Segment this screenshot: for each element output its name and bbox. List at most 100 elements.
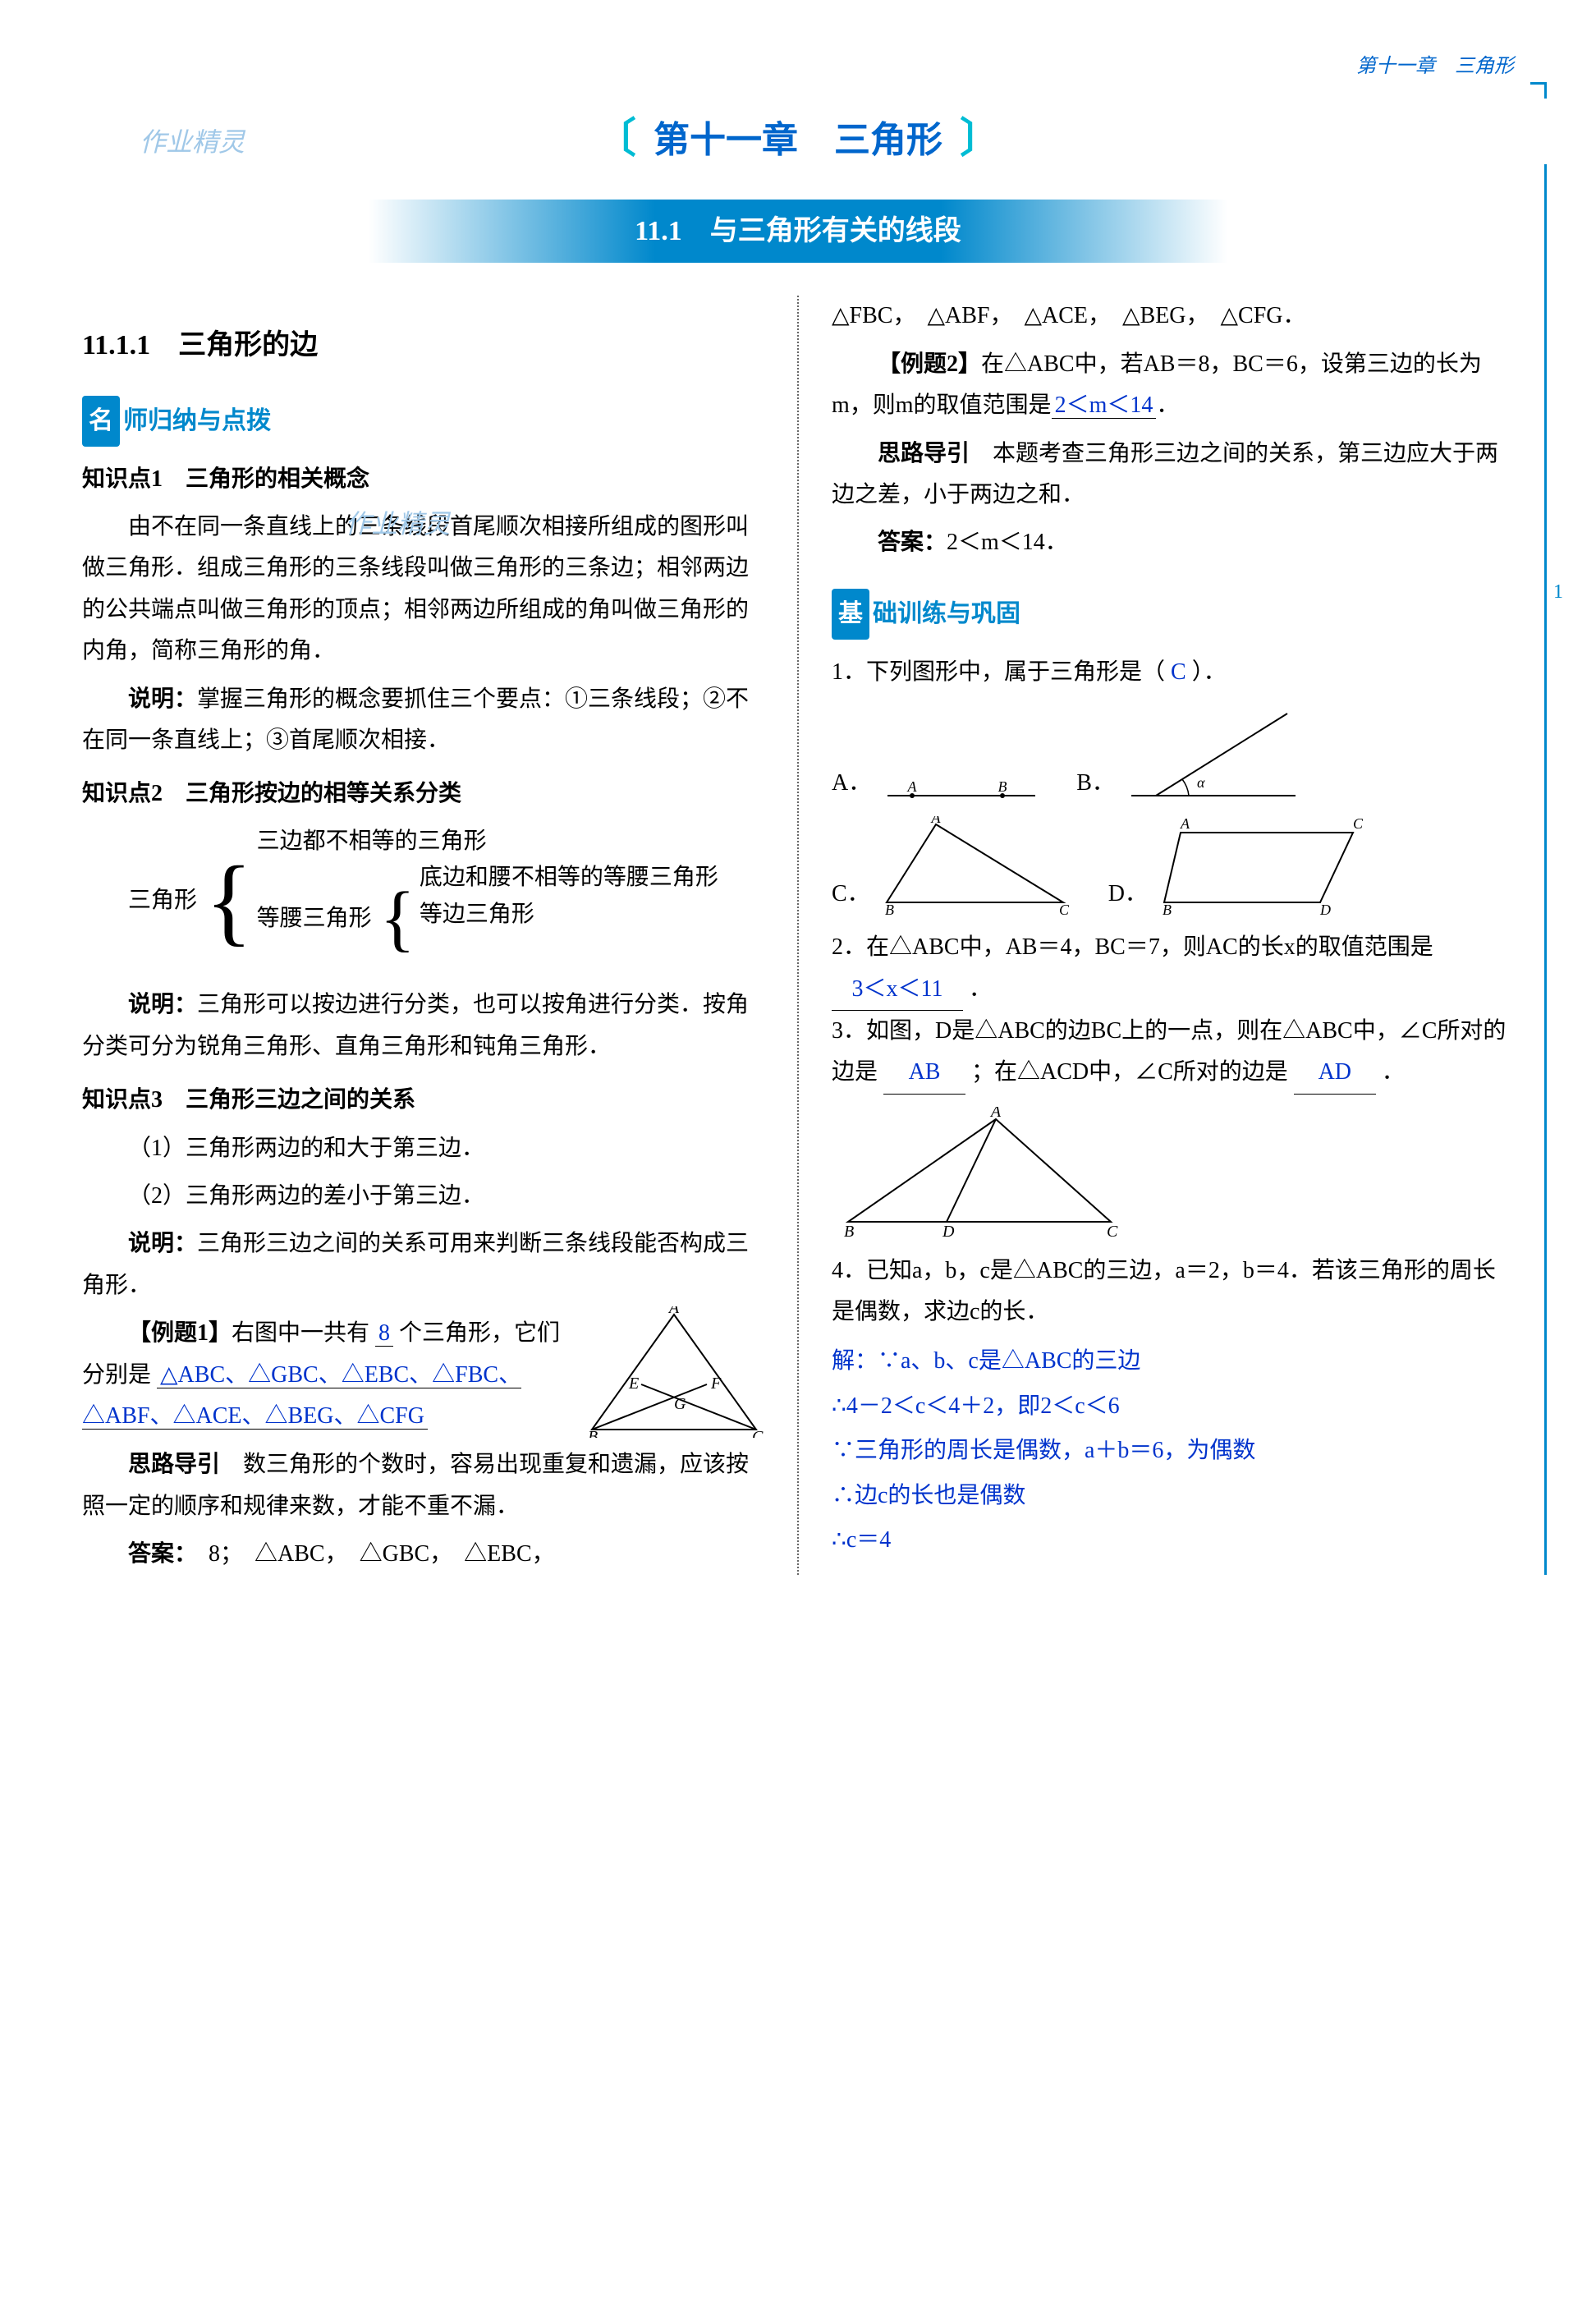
- label-box-ming: 名: [82, 396, 120, 447]
- q4-sol2: ∴4－2＜c＜4＋2，即2＜c＜6: [832, 1386, 1514, 1427]
- option-d-figure: A C B D: [1156, 816, 1369, 915]
- classify-2b: 等边三角形: [420, 897, 718, 934]
- page-number: 1: [1553, 575, 1563, 610]
- q4-sol3: ∵三角形的周长是偶数，a＋b＝6，为偶数: [832, 1430, 1514, 1471]
- ex1-text1: 右图中一共有: [232, 1320, 369, 1346]
- question1: 1．下列图形中，属于三角形是（ C ）．: [832, 652, 1514, 693]
- option-c-figure: A B C: [878, 816, 1075, 915]
- q2-end: ．: [969, 976, 992, 1002]
- q1-answer: C: [1171, 659, 1186, 685]
- svg-text:A: A: [907, 778, 918, 795]
- q3-figure: A B C D: [832, 1107, 1514, 1238]
- svg-text:A: A: [930, 816, 941, 826]
- svg-text:D: D: [1319, 902, 1331, 915]
- svg-text:A: A: [667, 1306, 680, 1317]
- question3: 3．如图，D是△ABC的边BC上的一点，则在△ABC中，∠C所对的边是 AB ；…: [832, 1011, 1514, 1095]
- guide-label-2: 基础训练与巩固: [832, 589, 1514, 640]
- svg-text:E: E: [628, 1375, 639, 1393]
- ex2-ans-text: 2＜m＜14．: [947, 530, 1068, 555]
- kp3-note-label: 说明：: [128, 1231, 197, 1256]
- question2: 2．在△ABC中，AB＝4，BC＝7，则AC的长x的取值范围是 3＜x＜11 ．: [832, 927, 1514, 1011]
- q4-sol4: ∴边c的长也是偶数: [832, 1476, 1514, 1517]
- q1-opt-c: C．: [832, 874, 870, 915]
- kp2-note-label: 说明：: [128, 992, 197, 1017]
- kp3-item2: （2）三角形两边的差小于第三边．: [82, 1176, 764, 1217]
- q3-mid: ；在△ACD中，∠C所对的边是: [971, 1059, 1288, 1085]
- svg-text:C: C: [752, 1428, 764, 1438]
- question4: 4．已知a，b，c是△ABC的三边，a＝2，b＝4．若该三角形的周长是偶数，求边…: [832, 1251, 1514, 1333]
- option-a-figure: A B: [879, 755, 1043, 804]
- q1-end: ）．: [1192, 659, 1227, 685]
- kp3-item1: （1）三角形两边的和大于第三边．: [82, 1128, 764, 1169]
- q1-options-row1: A． A B B． α: [832, 705, 1514, 804]
- label-text-1: 师归纳与点拨: [123, 407, 271, 434]
- ex1-figure: A B C E F G: [584, 1306, 764, 1438]
- ex2-guide: 思路导引 本题考查三角形三边之间的关系，第三边应大于两边之差，小于两边之和．: [832, 434, 1514, 516]
- ex1-answer-line: 答案： 8； △ABC， △GBC， △EBC，: [82, 1534, 764, 1575]
- ex1-guide-label: 思路导引: [128, 1452, 220, 1477]
- kp2-note: 说明：三角形可以按边进行分类，也可以按角进行分类．按角分类可分为锐角三角形、直角…: [82, 984, 764, 1067]
- q4-solution: 解：∵a、b、c是△ABC的三边 ∴4－2＜c＜4＋2，即2＜c＜6 ∵三角形的…: [832, 1341, 1514, 1561]
- ex1-guide: 思路导引 数三角形的个数时，容易出现重复和遗漏，应该按照一定的顺序和规律来数，才…: [82, 1444, 764, 1527]
- svg-text:A: A: [989, 1107, 1002, 1121]
- kp3-title: 知识点3 三角形三边之间的关系: [82, 1080, 764, 1121]
- ex2-period: ．: [1156, 392, 1179, 418]
- column-divider: [797, 296, 799, 1575]
- ex1-ans-text: 8； △ABC， △GBC， △EBC，: [209, 1541, 555, 1567]
- svg-text:B: B: [998, 778, 1007, 795]
- bracket-right-icon: 〕: [960, 115, 1001, 161]
- subsection-title: 11.1.1 三角形的边: [82, 320, 764, 370]
- kp1-note: 说明：掌握三角形的概念要抓住三个要点：①三条线段；②不在同一条直线上；③首尾顺次…: [82, 679, 764, 762]
- svg-text:B: B: [844, 1223, 854, 1238]
- q1-options-row2: C． A B C D． A C B D: [832, 816, 1514, 915]
- svg-text:B: B: [588, 1428, 598, 1438]
- q1-opt-a: A．: [832, 763, 871, 804]
- q4-sol1: 解：∵a、b、c是△ABC的三边: [832, 1341, 1514, 1382]
- left-column: 11.1.1 三角形的边 名师归纳与点拨 知识点1 三角形的相关概念 由不在同一…: [82, 296, 764, 1575]
- classify-2a: 底边和腰不相等的等腰三角形: [420, 860, 718, 897]
- option-b-figure: α: [1123, 705, 1304, 804]
- right-border: [1544, 164, 1547, 1575]
- svg-text:α: α: [1197, 774, 1205, 791]
- q4-sol5: ∴c＝4: [832, 1520, 1514, 1561]
- q1-opt-b: B．: [1076, 763, 1115, 804]
- chapter-title: 〔 第十一章 三角形 〕: [82, 101, 1514, 175]
- ex1-label: 【例题1】: [128, 1320, 232, 1346]
- q3-answer2: AD: [1294, 1052, 1376, 1094]
- svg-text:F: F: [710, 1375, 722, 1393]
- classify-2: 等腰三角形: [257, 860, 380, 978]
- ex2-answer-line: 答案：2＜m＜14．: [832, 522, 1514, 563]
- svg-text:G: G: [674, 1395, 686, 1413]
- ex2-answer: 2＜m＜14: [1052, 392, 1157, 419]
- ex1-answer1: 8: [375, 1320, 393, 1347]
- svg-text:D: D: [942, 1223, 955, 1238]
- section-banner: 11.1 与三角形有关的线段: [369, 200, 1227, 263]
- page-header: 第十一章 三角形: [82, 49, 1514, 85]
- svg-text:B: B: [885, 902, 894, 915]
- brace-icon-1: {: [205, 824, 253, 979]
- q3-end: ．: [1382, 1059, 1405, 1085]
- svg-text:C: C: [1107, 1223, 1118, 1238]
- svg-text:A: A: [1180, 816, 1190, 832]
- watermark-1: 作业精灵: [140, 119, 245, 167]
- kp3-note: 说明：三角形三边之间的关系可用来判断三条线段能否构成三角形．: [82, 1223, 764, 1306]
- ex2-ans-label: 答案：: [878, 530, 947, 555]
- kp1-note-label: 说明：: [128, 686, 197, 712]
- svg-text:B: B: [1163, 902, 1172, 915]
- q3-answer1: AB: [883, 1052, 965, 1094]
- q1-text: 1．下列图形中，属于三角形是（: [832, 659, 1165, 685]
- ex2-label: 【例题2】: [878, 351, 981, 377]
- q2-text: 2．在△ABC中，AB＝4，BC＝7，则AC的长x的取值范围是: [832, 934, 1433, 960]
- classify-root: 三角形: [128, 824, 205, 979]
- brace-icon-2: {: [380, 860, 415, 978]
- kp1-title: 知识点1 三角形的相关概念: [82, 459, 764, 500]
- classification-diagram: 三角形 { 三边都不相等的三角形 等腰三角形 { 底边和腰不相等的等腰三角形 等…: [128, 824, 764, 979]
- q1-opt-d: D．: [1108, 874, 1148, 915]
- right-column: △FBC， △ABF， △ACE， △BEG， △CFG． 【例题2】在△ABC…: [832, 296, 1514, 1575]
- chapter-title-text: 第十一章 三角形: [654, 120, 942, 160]
- example2: 【例题2】在△ABC中，若AB＝8，BC＝6，设第三边的长为m，则m的取值范围是…: [832, 344, 1514, 427]
- example1: 【例题1】右图中一共有 8 个三角形，它们分别是 △ABC、△GBC、△EBC、…: [82, 1313, 567, 1437]
- content-area: 11.1.1 三角形的边 名师归纳与点拨 知识点1 三角形的相关概念 由不在同一…: [82, 296, 1514, 1575]
- label-text-2: 础训练与巩固: [873, 600, 1020, 627]
- ex1-ans-label: 答案：: [128, 1541, 186, 1567]
